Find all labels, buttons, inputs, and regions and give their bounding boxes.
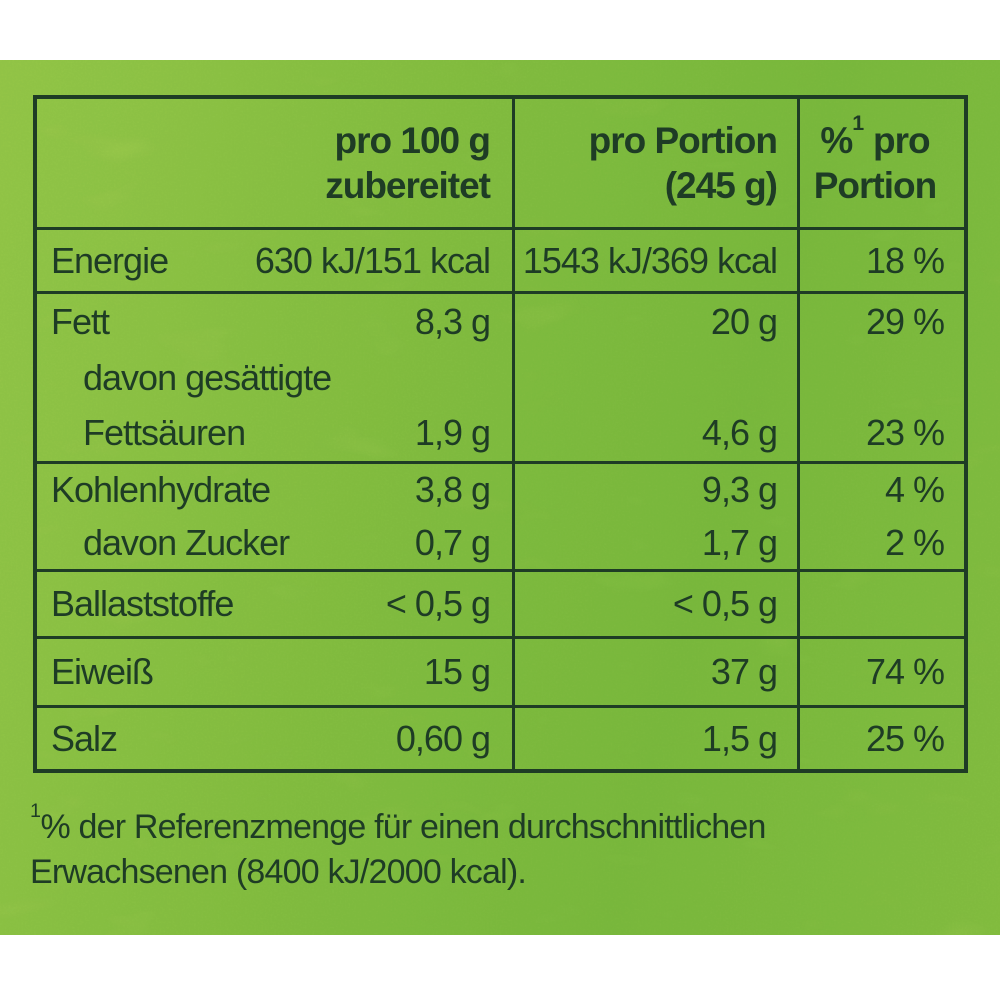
footnote-line2: Erwachsenen (8400 kJ/2000 kcal). [30,852,527,891]
energie-portion: 1543 kJ/369 kcal [522,239,778,281]
kohlenhydrate-label: Kohlenhydrate [51,469,271,511]
table-header-row: pro 100 g zubereitet pro Portion (245 g)… [37,99,964,227]
eiweiss-per100: 15 g [423,651,491,692]
header-per-100g-line1: pro 100 g [334,119,492,161]
fett-portion: 20 g [710,300,778,342]
row-salz: Salz 0,60 g 1,5 g 25 % [37,705,964,769]
fett-pct: 29 % [865,300,945,342]
fett-sub-line2: Fettsäuren [83,412,246,454]
salz-portion-cell: 1,5 g [512,708,797,769]
salz-portion: 1,5 g [701,717,778,759]
salz-cell: Salz 0,60 g [37,708,512,769]
kohlenhydrate-portion-cell: 9,3 g 1,7 g [512,464,797,569]
green-packaging-panel: pro 100 g zubereitet pro Portion (245 g)… [0,60,1000,935]
row-ballaststoffe: Ballaststoffe < 0,5 g < 0,5 g [37,569,964,636]
header-per-portion-line1: pro Portion [588,119,778,161]
row-fett: Fett 8,3 g davon gesättigte Fettsäuren 1… [37,291,964,461]
kohlenhydrate-portion: 9,3 g [701,469,778,511]
header-per-portion-line2: (245 g) [664,165,778,206]
energie-portion-cell: 1543 kJ/369 kcal [512,230,797,291]
footnote-marker-sup: 1 [852,110,864,135]
energie-pct-cell: 18 % [797,230,964,291]
ballaststoffe-portion: < 0,5 g [672,583,778,624]
header-per-portion: pro Portion (245 g) [512,99,797,227]
salz-label: Salz [51,717,118,759]
header-percent-portion: %1 pro Portion [797,99,964,227]
reference-footnote: 1% der Referenzmenge für einen durchschn… [30,800,950,895]
ballaststoffe-label: Ballaststoffe [51,583,234,624]
ballaststoffe-cell: Ballaststoffe < 0,5 g [37,572,512,636]
header-per-100g: pro 100 g zubereitet [37,99,512,227]
zucker-per100: 0,7 g [414,521,491,563]
eiweiss-pct: 74 % [865,651,945,692]
fett-sub-portion: 4,6 g [701,412,778,454]
header-percent-line2: Portion [813,165,937,206]
nutrition-table: pro 100 g zubereitet pro Portion (245 g)… [33,95,968,773]
zucker-pct: 2 % [884,521,945,563]
footnote-sup: 1 [30,799,41,822]
kohlenhydrate-pct-cell: 4 % 2 % [797,464,964,569]
header-percent-rest: pro [863,119,931,161]
fett-sub-line1: davon gesättigte [83,356,332,398]
fett-per100: 8,3 g [414,300,491,342]
fett-label: Fett [51,300,110,342]
percent-sign: % [820,119,853,161]
ballaststoffe-per100: < 0,5 g [385,583,491,624]
fett-cell: Fett 8,3 g davon gesättigte Fettsäuren 1… [37,294,512,461]
header-per-100g-line2: zubereitet [325,165,491,206]
eiweiss-label: Eiweiß [51,651,154,692]
energie-cell: Energie 630 kJ/151 kcal [37,230,512,291]
fett-pct-cell: 29 % 23 % [797,294,964,461]
kohlenhydrate-per100: 3,8 g [414,469,491,511]
row-eiweiss: Eiweiß 15 g 37 g 74 % [37,636,964,705]
salz-per100: 0,60 g [395,717,491,759]
eiweiss-portion: 37 g [710,651,778,692]
fett-portion-cell: 20 g 4,6 g [512,294,797,461]
energie-per100: 630 kJ/151 kcal [254,239,491,281]
eiweiss-portion-cell: 37 g [512,639,797,705]
fett-sub-per100: 1,9 g [414,412,491,454]
zucker-portion: 1,7 g [701,521,778,563]
energie-pct: 18 % [865,239,945,281]
ballaststoffe-portion-cell: < 0,5 g [512,572,797,636]
eiweiss-pct-cell: 74 % [797,639,964,705]
kohlenhydrate-pct: 4 % [884,469,945,511]
zucker-label: davon Zucker [83,521,290,563]
salz-pct: 25 % [865,717,945,759]
eiweiss-cell: Eiweiß 15 g [37,639,512,705]
row-energie: Energie 630 kJ/151 kcal 1543 kJ/369 kcal… [37,227,964,291]
row-kohlenhydrate: Kohlenhydrate 3,8 g davon Zucker 0,7 g 9… [37,461,964,569]
kohlenhydrate-cell: Kohlenhydrate 3,8 g davon Zucker 0,7 g [37,464,512,569]
header-percent-line1: %1 pro [806,111,944,163]
ballaststoffe-pct-cell [797,572,964,636]
footnote-line1: % der Referenzmenge für einen durchschni… [40,808,766,846]
fett-sub-pct: 23 % [865,412,945,454]
salz-pct-cell: 25 % [797,708,964,769]
energie-label: Energie [51,239,169,281]
